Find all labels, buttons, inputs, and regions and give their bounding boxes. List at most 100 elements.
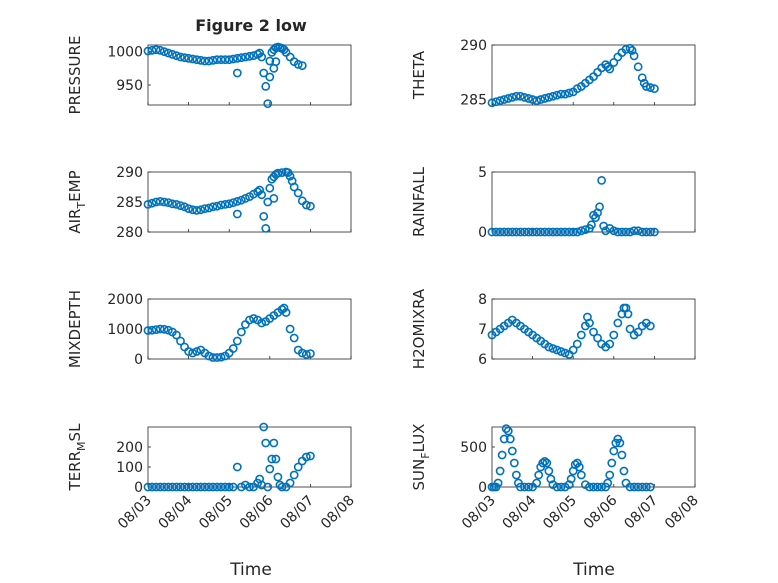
data-point — [499, 227, 509, 237]
y-axis-label-rest: EMP — [66, 170, 84, 201]
data-point — [491, 227, 501, 237]
data-point — [552, 227, 562, 237]
data-point — [564, 480, 574, 489]
data-point — [232, 53, 242, 63]
data-point — [560, 227, 570, 237]
data-point — [147, 482, 157, 492]
data-point — [259, 68, 269, 78]
panel-pressure: 950 1000 PRESSURE — [66, 36, 352, 115]
data-point — [536, 95, 546, 104]
data-point — [212, 201, 222, 211]
x-tick-label: 08/03 — [459, 493, 499, 533]
data-point — [180, 202, 189, 212]
data-point — [271, 454, 281, 464]
data-point — [499, 95, 509, 104]
data-point — [180, 53, 189, 63]
data-point — [532, 478, 542, 488]
data-point — [591, 213, 600, 222]
panel-terr_msl: 0 100 200 TERRMSL 08/03 08/04 08/05 08/06 08/07 0… — [66, 422, 358, 533]
data-point — [224, 55, 234, 65]
data-point — [552, 345, 562, 355]
y-axis-label: PRESSURE — [66, 36, 84, 115]
data-point — [487, 227, 497, 237]
data-point — [216, 200, 226, 210]
data-point — [289, 182, 299, 192]
data-point — [516, 227, 525, 237]
data-point — [265, 56, 275, 66]
data-point — [184, 204, 193, 213]
data-point — [155, 196, 165, 206]
x-tick-label: 08/07 — [621, 493, 661, 533]
y-tick-label: 0 — [134, 480, 143, 496]
data-point — [625, 43, 635, 53]
data-point — [151, 45, 161, 55]
y-axis-label-main: PRESSURE — [66, 36, 84, 115]
data-point — [261, 223, 271, 233]
data-point — [184, 53, 193, 63]
data-point — [633, 226, 643, 236]
data-point — [293, 59, 303, 69]
data-point — [159, 482, 169, 492]
data-point — [536, 227, 546, 237]
data-point — [200, 56, 210, 66]
data-point — [540, 456, 550, 466]
data-point — [544, 92, 554, 102]
data-point — [245, 315, 254, 325]
x-tick-label: 08/06 — [581, 492, 621, 532]
data-point — [200, 204, 210, 213]
data-point — [188, 54, 198, 64]
data-point — [204, 56, 214, 66]
data-point — [196, 55, 206, 65]
data-point — [297, 348, 307, 358]
data-point — [650, 227, 659, 237]
data-point — [528, 227, 537, 237]
data-point — [641, 227, 651, 237]
data-point — [279, 303, 289, 313]
data-point — [534, 470, 544, 480]
data-point — [605, 470, 615, 480]
data-point — [155, 45, 165, 55]
y-axis-label: MIXDEPTH — [66, 290, 84, 368]
data-point — [572, 227, 582, 237]
x-tick-label: 08/04 — [156, 492, 196, 532]
data-point — [143, 482, 153, 492]
data-point — [143, 326, 153, 335]
data-point — [556, 347, 566, 356]
data-point — [524, 94, 533, 103]
y-axis-label-rest: SL — [66, 423, 84, 442]
y-tick-label: 7 — [478, 322, 487, 338]
data-point — [188, 348, 198, 358]
data-point — [261, 438, 271, 448]
y-axis-label-subscript: M — [75, 441, 88, 451]
data-point — [580, 225, 590, 234]
data-point — [212, 353, 222, 362]
data-point — [143, 199, 153, 209]
data-point — [167, 49, 177, 59]
data-point — [293, 188, 303, 198]
x-tick-label: 08/06 — [237, 492, 277, 532]
data-point — [524, 482, 533, 492]
data-point — [167, 199, 177, 209]
data-point — [511, 91, 521, 101]
data-point — [192, 482, 202, 492]
data-point — [503, 426, 513, 436]
data-point — [180, 482, 189, 492]
data-point — [259, 422, 269, 432]
data-point — [538, 458, 548, 468]
y-axis-label: SUNFLUX — [410, 424, 432, 491]
data-point — [585, 318, 594, 328]
data-point — [176, 52, 185, 62]
data-point — [172, 199, 181, 209]
data-point — [163, 198, 173, 207]
data-point — [236, 327, 246, 337]
data-point — [241, 193, 250, 203]
data-point — [269, 193, 279, 203]
y-axis-label: H2OMIXRA — [410, 288, 428, 369]
data-point — [236, 195, 246, 205]
data-point — [528, 95, 537, 104]
data-point — [520, 482, 529, 492]
data-point — [645, 83, 655, 92]
data-point — [228, 344, 238, 353]
x-tick-label: 08/07 — [277, 493, 317, 533]
